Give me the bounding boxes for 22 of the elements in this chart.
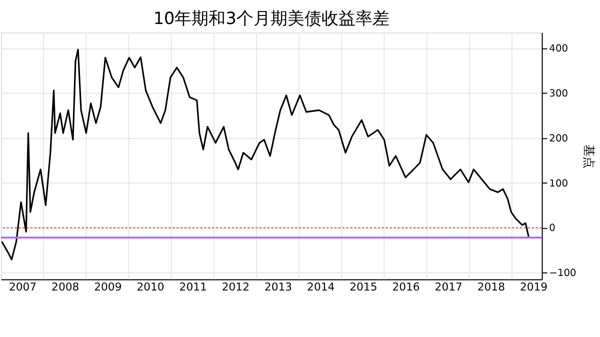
y-tick-label: 200 (549, 133, 568, 144)
line-series (1, 48, 530, 260)
x-tick-label: 2011 (179, 280, 207, 294)
x-tick-label: 2009 (94, 280, 122, 294)
x-tick-label: 2013 (264, 280, 292, 294)
y-tick-label: 300 (549, 88, 568, 100)
chart-title: 10年期和3个月期美债收益率差 (153, 8, 390, 28)
y-tick-label: 0 (549, 223, 556, 234)
y-tick-label: −100 (549, 268, 576, 279)
x-tick-label: 2010 (136, 280, 164, 294)
x-tick-label: 2012 (222, 280, 250, 294)
x-tick-label: 2014 (307, 280, 335, 294)
x-tick-label: 2017 (434, 280, 462, 294)
x-tick-label: 2019 (520, 280, 548, 294)
x-tick-label: 2015 (350, 280, 378, 294)
x-tick-label: 2008 (52, 280, 80, 294)
x-tick-label: 2007 (8, 280, 37, 294)
y-tick-label: 400 (549, 44, 568, 55)
x-tick-label: 2016 (392, 280, 420, 294)
x-tick-label: 2018 (477, 280, 506, 294)
y-axis-title: 基点 (582, 144, 596, 168)
y-tick-label: 100 (549, 178, 568, 190)
